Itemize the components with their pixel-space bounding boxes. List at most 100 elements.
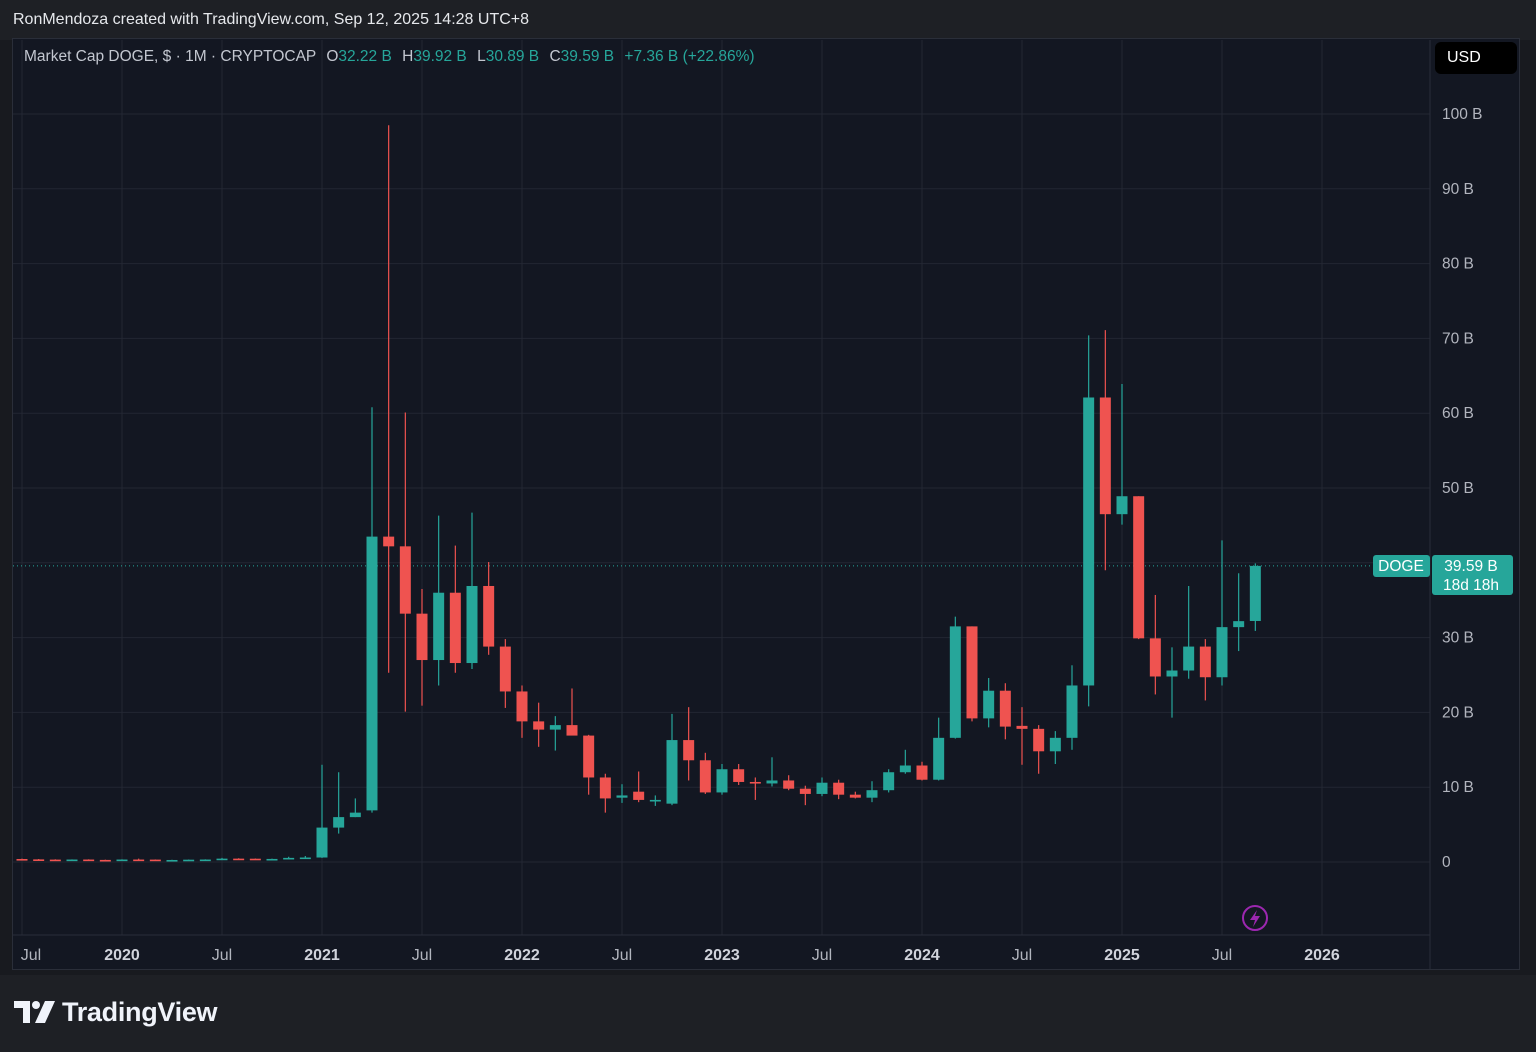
candle-body [966,626,978,719]
candle-body [999,690,1011,727]
candle-down [416,588,428,706]
candle-body [766,780,778,784]
x-tick-label: Jul [412,947,432,964]
candle-body [533,721,545,730]
candle-down [999,683,1011,740]
candle-body [316,827,328,858]
candle-body [83,859,95,862]
candle-up [766,757,778,787]
legend-change: +7.36 B (+22.86%) [624,48,755,65]
y-tick-label: 90 B [1442,181,1474,198]
candle-down [249,858,261,861]
candle-down [699,752,711,794]
candle-body [616,795,628,798]
candle-body [149,859,161,862]
candle-down [566,688,578,736]
candle-up [116,859,128,862]
candle-up [166,859,178,862]
candle-body [833,782,845,795]
candle-body [716,769,728,793]
last-price-tag: DOGE 39.59 B 18d 18h [1373,555,1513,595]
candle-body [1166,670,1178,677]
candle-up [616,784,628,803]
candle-down [1149,594,1161,695]
y-tick-label: 0 [1442,854,1451,871]
candle-body [216,858,228,861]
currency-button[interactable]: USD [1435,42,1517,74]
y-tick-label: 80 B [1442,256,1474,273]
candle-up [316,764,328,858]
legend-high-label: H [402,48,414,65]
x-tick-label: 2025 [1104,947,1140,964]
y-tick-label: 60 B [1442,405,1474,422]
candle-body [1183,646,1195,671]
author-caption: RonMendoza created with TradingView.com,… [13,11,530,28]
candle-body [649,799,661,802]
candle-up [816,777,828,797]
candle-body [1149,638,1161,677]
candle-down [916,761,928,781]
candle-down [583,734,595,795]
candle-body [433,592,445,661]
x-tick-label: 2020 [104,947,140,964]
candle-down [733,764,745,785]
candle-body [349,812,361,818]
candle-up [716,764,728,795]
candle-down [83,859,95,862]
candle-body [166,859,178,862]
candle-up [283,856,295,860]
x-tick-label: 2022 [504,947,540,964]
candle-body [1216,627,1228,678]
candle-up [199,859,211,862]
price-tag-countdown: 18d 18h [1443,577,1499,594]
legend-low-label: L [477,48,486,65]
candle-up [1066,665,1078,750]
candle-body [233,858,245,861]
candle-up [1083,335,1095,707]
candle-down [49,859,61,862]
price-tag-box [1432,555,1513,595]
candle-down [16,858,28,861]
legend-close-value: 39.59 B [560,48,615,65]
candle-up [433,515,445,686]
candle-up [366,407,378,813]
candle-body [66,859,78,862]
candle-body [683,740,695,761]
candle-body [733,769,745,782]
candle-body [749,781,761,784]
candle-up [1216,540,1228,686]
candle-body [699,760,711,793]
candle-down [1033,725,1045,774]
candle-body [633,791,645,800]
candle-up [349,798,361,818]
candle-body [783,780,795,789]
candle-body [816,782,828,794]
candle-body [49,859,61,862]
candle-body [1233,621,1245,628]
candle-body [599,777,611,799]
price-tag-symbol: DOGE [1378,558,1424,575]
candle-down [33,859,45,861]
candle-body [1083,397,1095,686]
candle-down [966,626,978,722]
brand[interactable]: TradingView [14,994,218,1030]
candle-up [299,856,311,860]
tradingview-logo-icon [14,1001,55,1023]
brand-name: TradingView [62,996,218,1027]
candle-body [866,790,878,798]
candle-body [983,690,995,719]
candle-body [499,646,511,692]
x-tick-label: Jul [21,947,41,964]
candle-up [1116,384,1128,525]
x-tick-label: Jul [612,947,632,964]
candlestick-chart[interactable]: 010 B20 B30 B40 B50 B60 B70 B80 B90 B100… [0,0,1536,975]
lightning-icon[interactable] [1242,905,1268,931]
candle-body [299,857,311,860]
candle-body [1066,685,1078,738]
legend-symbol: Market Cap DOGE, $ · 1M · CRYPTOCAP [24,48,316,65]
top-bar: RonMendoza created with TradingView.com,… [0,0,1536,40]
x-tick-label: 2021 [304,947,340,964]
candle-up [983,677,995,728]
candle-body [666,740,678,804]
x-tick-label: 2026 [1304,947,1340,964]
